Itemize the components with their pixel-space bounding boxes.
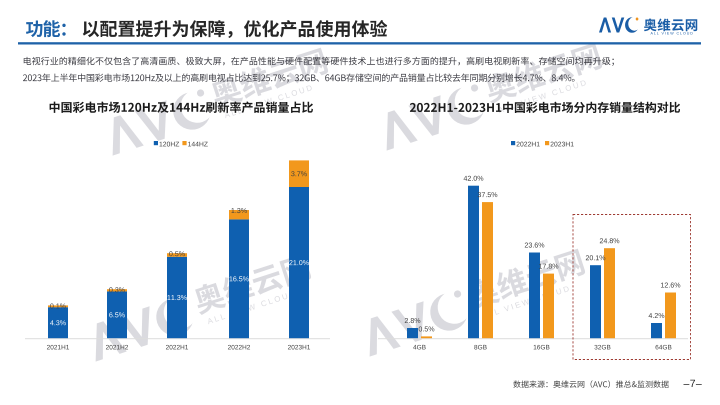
svg-text:ALL VIEW CLOUD: ALL VIEW CLOUD <box>651 32 694 36</box>
